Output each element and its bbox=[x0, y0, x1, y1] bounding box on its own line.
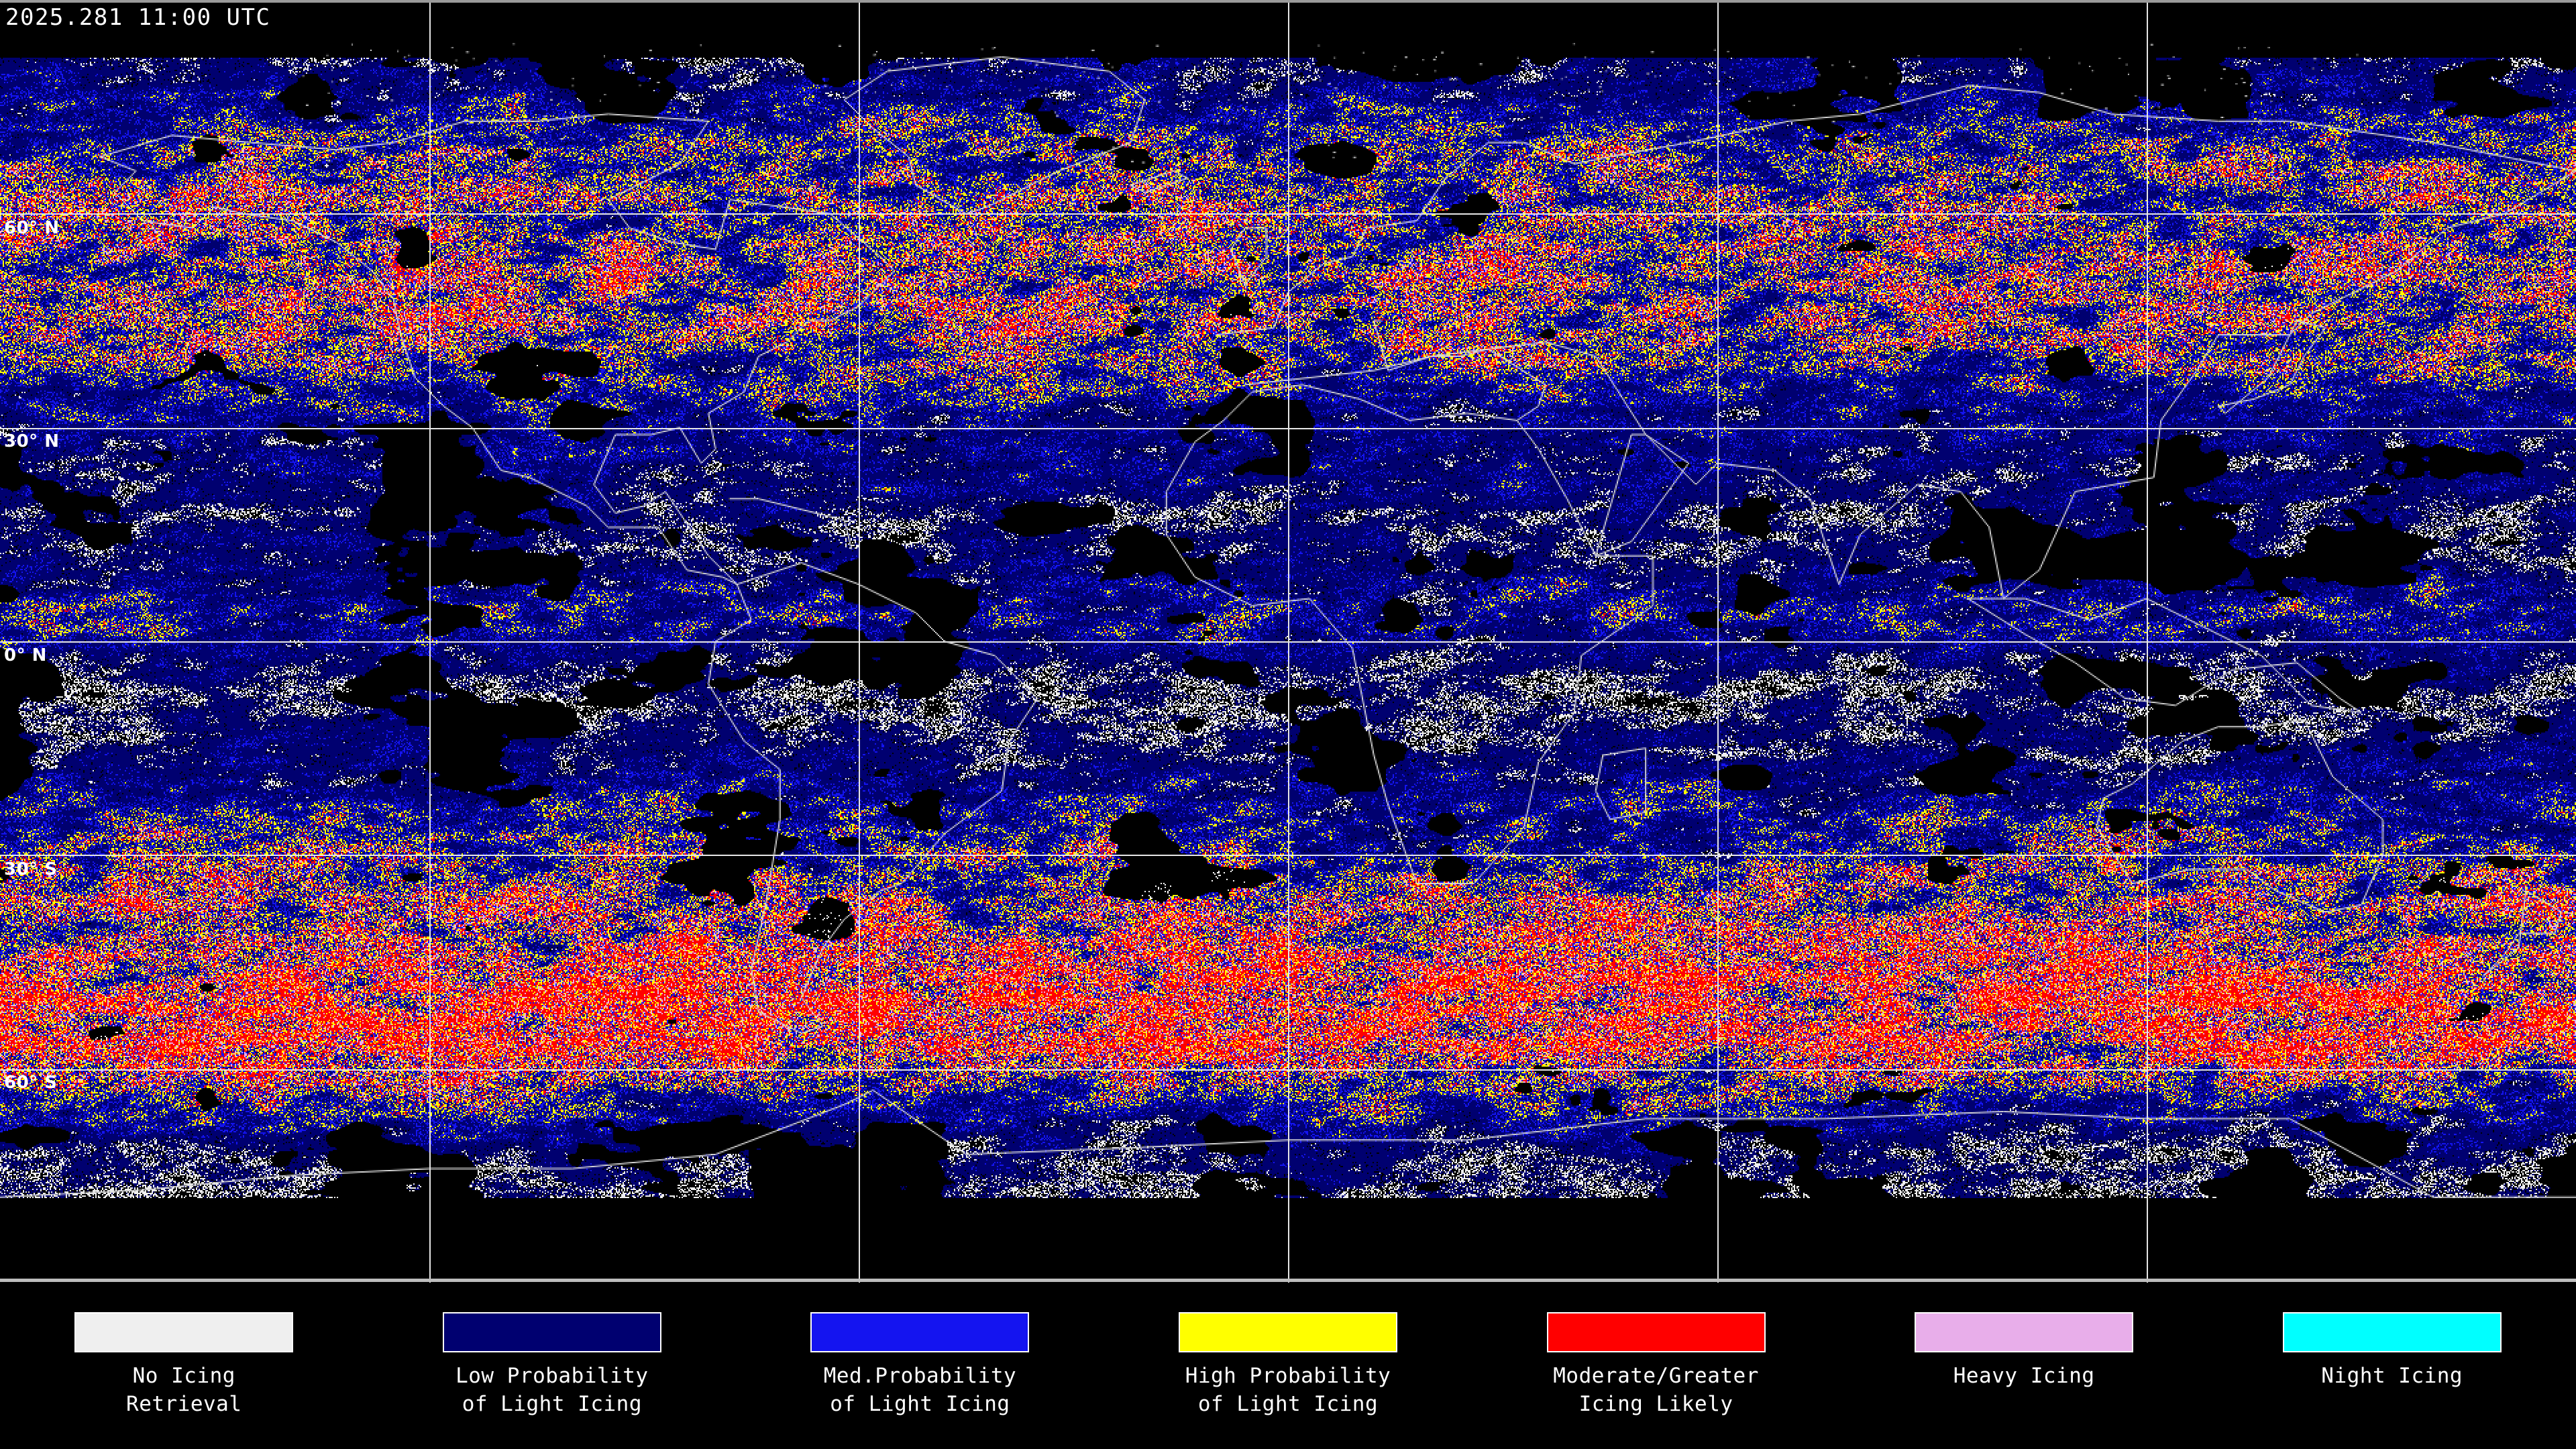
legend-item[interactable]: Med.Probability of Light Icing bbox=[772, 1283, 1067, 1449]
legend-color-swatch bbox=[1915, 1312, 2134, 1352]
latitude-label: 60° N bbox=[4, 217, 60, 238]
latitude-label: 30° S bbox=[4, 859, 58, 879]
legend-item[interactable]: Moderate/Greater Icing Likely bbox=[1509, 1283, 1804, 1449]
legend-label: Low Probability of Light Icing bbox=[455, 1364, 649, 1416]
legend-color-swatch bbox=[442, 1312, 661, 1352]
latitude-label: 30° N bbox=[4, 431, 60, 452]
legend-label: Night Icing bbox=[2321, 1364, 2463, 1388]
legend-label: High Probability of Light Icing bbox=[1185, 1364, 1391, 1416]
latitude-label: 0° N bbox=[4, 645, 47, 665]
legend-label: Moderate/Greater Icing Likely bbox=[1553, 1364, 1759, 1416]
legend-label: No Icing Retrieval bbox=[126, 1364, 242, 1416]
map-bottom-border bbox=[0, 1279, 2576, 1282]
legend-color-swatch bbox=[1179, 1312, 1397, 1352]
legend-color-swatch bbox=[810, 1312, 1030, 1352]
legend-label: Heavy Icing bbox=[1953, 1364, 2095, 1388]
legend-item[interactable]: Night Icing bbox=[2245, 1283, 2540, 1449]
latitude-label: 60° S bbox=[4, 1073, 58, 1093]
legend-color-swatch bbox=[2282, 1312, 2502, 1352]
legend-color-swatch bbox=[74, 1312, 294, 1352]
timestamp-label: 2025.281 11:00 UTC bbox=[5, 4, 271, 31]
legend-label: Med.Probability of Light Icing bbox=[823, 1364, 1017, 1416]
legend-item[interactable]: Heavy Icing bbox=[1876, 1283, 2171, 1449]
legend-item[interactable]: High Probability of Light Icing bbox=[1140, 1283, 1436, 1449]
legend-color-swatch bbox=[1546, 1312, 1766, 1352]
latitude-longitude-gridlines bbox=[0, 0, 2576, 1283]
legend-item[interactable]: Low Probability of Light Icing bbox=[405, 1283, 700, 1449]
global-icing-map[interactable]: 2025.281 11:00 UTC 60° N 30° N 0° N 30° S 60… bbox=[0, 0, 2576, 1283]
map-top-border bbox=[0, 0, 2576, 3]
legend-item[interactable]: No Icing Retrieval bbox=[36, 1283, 331, 1449]
icing-legend: No Icing Retrieval Low Probability of Lig… bbox=[0, 1283, 2576, 1449]
